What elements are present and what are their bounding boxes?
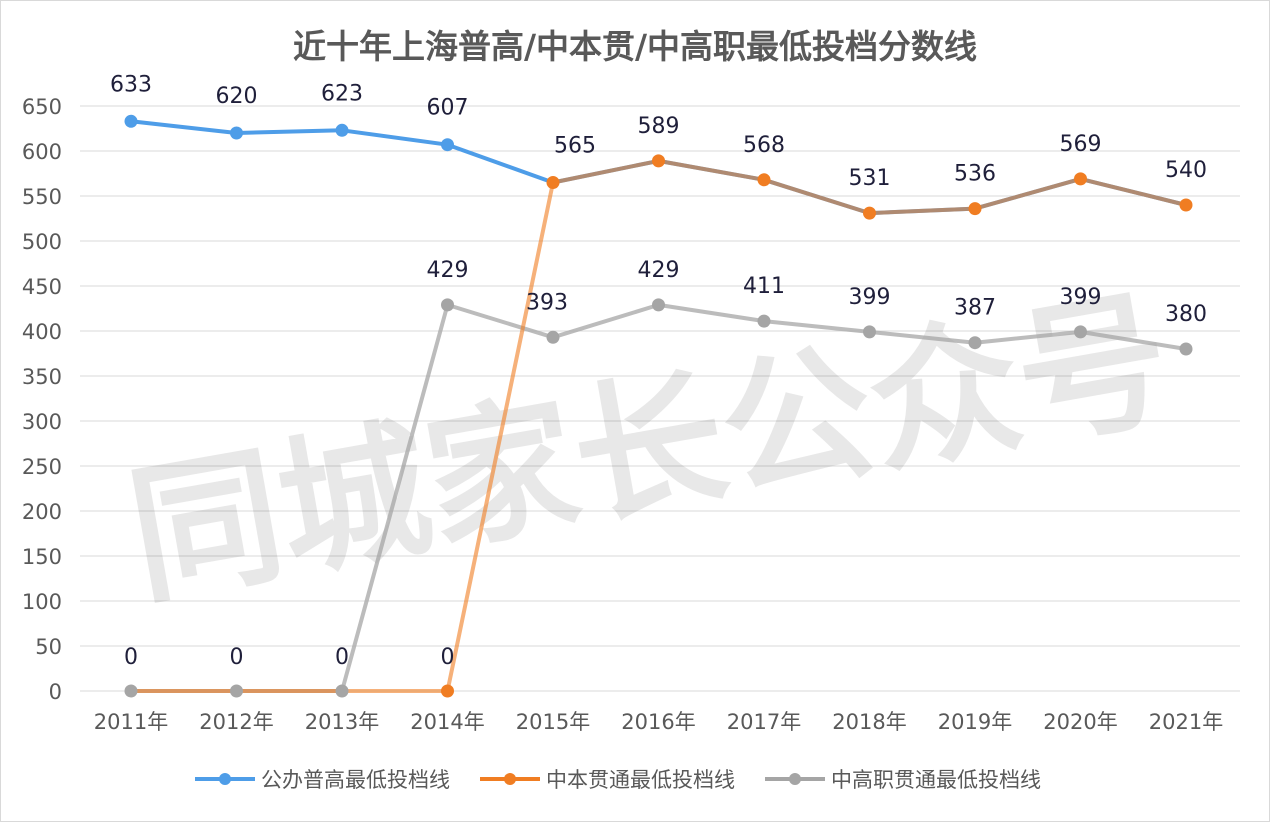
data-point <box>441 138 454 152</box>
data-label: 536 <box>954 162 996 187</box>
data-label: 623 <box>321 81 363 106</box>
data-point <box>546 330 560 344</box>
data-label: 568 <box>743 133 785 158</box>
data-point <box>335 684 349 698</box>
legend-label: 中本贯通最低投档线 <box>546 768 735 792</box>
data-point <box>1179 198 1193 212</box>
legend-item[interactable]: 中高职贯通最低投档线 <box>765 768 1041 792</box>
data-label: 393 <box>526 290 568 315</box>
data-point <box>863 325 876 339</box>
y-tick-label: 500 <box>22 230 62 254</box>
y-tick-label: 350 <box>22 365 62 389</box>
y-tick-label: 50 <box>35 635 62 659</box>
x-tick-label: 2020年 <box>1043 710 1117 734</box>
data-label: 0 <box>335 645 349 670</box>
legend-item[interactable]: 公办普高最低投档线 <box>195 768 450 792</box>
y-tick-label: 100 <box>22 590 62 614</box>
x-tick-label: 2018年 <box>832 710 906 734</box>
data-label: 607 <box>427 96 469 121</box>
data-point <box>335 123 349 137</box>
y-tick-label: 600 <box>22 140 62 164</box>
data-label: 531 <box>849 166 891 191</box>
data-label: 0 <box>441 645 455 670</box>
data-point <box>863 206 876 220</box>
data-point <box>1074 172 1087 186</box>
data-point <box>441 684 454 698</box>
data-label: 411 <box>743 274 785 299</box>
legend-marker <box>219 773 231 785</box>
x-tick-label: 2012年 <box>199 710 273 734</box>
data-label: 399 <box>849 285 891 310</box>
data-label: 380 <box>1165 302 1207 327</box>
data-point <box>230 684 243 698</box>
data-point <box>652 298 665 312</box>
x-tick-label: 2011年 <box>94 710 168 734</box>
x-tick-label: 2017年 <box>727 710 801 734</box>
data-label: 0 <box>124 645 138 670</box>
data-point <box>652 154 665 168</box>
data-point <box>441 298 454 312</box>
data-label: 0 <box>230 645 244 670</box>
data-label: 569 <box>1060 132 1102 157</box>
data-point <box>124 684 138 698</box>
y-tick-label: 0 <box>49 680 62 704</box>
data-label: 620 <box>216 84 258 109</box>
y-tick-label: 200 <box>22 500 62 524</box>
y-tick-label: 150 <box>22 545 62 569</box>
y-tick-label: 400 <box>22 320 62 344</box>
x-tick-label: 2015年 <box>516 710 590 734</box>
x-tick-label: 2016年 <box>621 710 695 734</box>
legend-marker <box>789 773 801 785</box>
legend-label: 中高职贯通最低投档线 <box>831 768 1041 792</box>
data-point <box>968 336 982 350</box>
data-label: 387 <box>954 296 996 321</box>
x-tick-label: 2014年 <box>410 710 484 734</box>
y-tick-label: 300 <box>22 410 62 434</box>
watermark: 同城家长公众号 <box>118 272 1182 626</box>
x-tick-label: 2013年 <box>305 710 379 734</box>
data-label: 429 <box>638 258 680 283</box>
data-point <box>124 114 138 128</box>
data-label: 429 <box>427 258 469 283</box>
data-point <box>230 126 243 140</box>
data-point <box>546 176 560 189</box>
data-point <box>968 202 982 216</box>
data-label: 589 <box>638 114 680 139</box>
data-point <box>757 173 771 187</box>
y-tick-label: 250 <box>22 455 62 479</box>
y-tick-label: 650 <box>22 95 62 119</box>
chart-title: 近十年上海普高/中本贯/中高职最低投档分数线 <box>293 27 977 66</box>
x-tick-label: 2021年 <box>1149 710 1223 734</box>
legend-marker <box>504 773 516 785</box>
legend-item[interactable]: 中本贯通最低投档线 <box>480 768 735 792</box>
data-label: 565 <box>554 134 596 159</box>
y-tick-label: 550 <box>22 185 62 209</box>
data-label: 540 <box>1165 158 1207 183</box>
data-point <box>1179 342 1193 356</box>
legend-label: 公办普高最低投档线 <box>261 768 450 792</box>
data-point <box>757 314 771 328</box>
x-tick-label: 2019年 <box>938 710 1012 734</box>
data-point <box>1074 325 1087 339</box>
data-label: 633 <box>110 72 152 97</box>
data-label: 399 <box>1060 285 1102 310</box>
y-tick-label: 450 <box>22 275 62 299</box>
